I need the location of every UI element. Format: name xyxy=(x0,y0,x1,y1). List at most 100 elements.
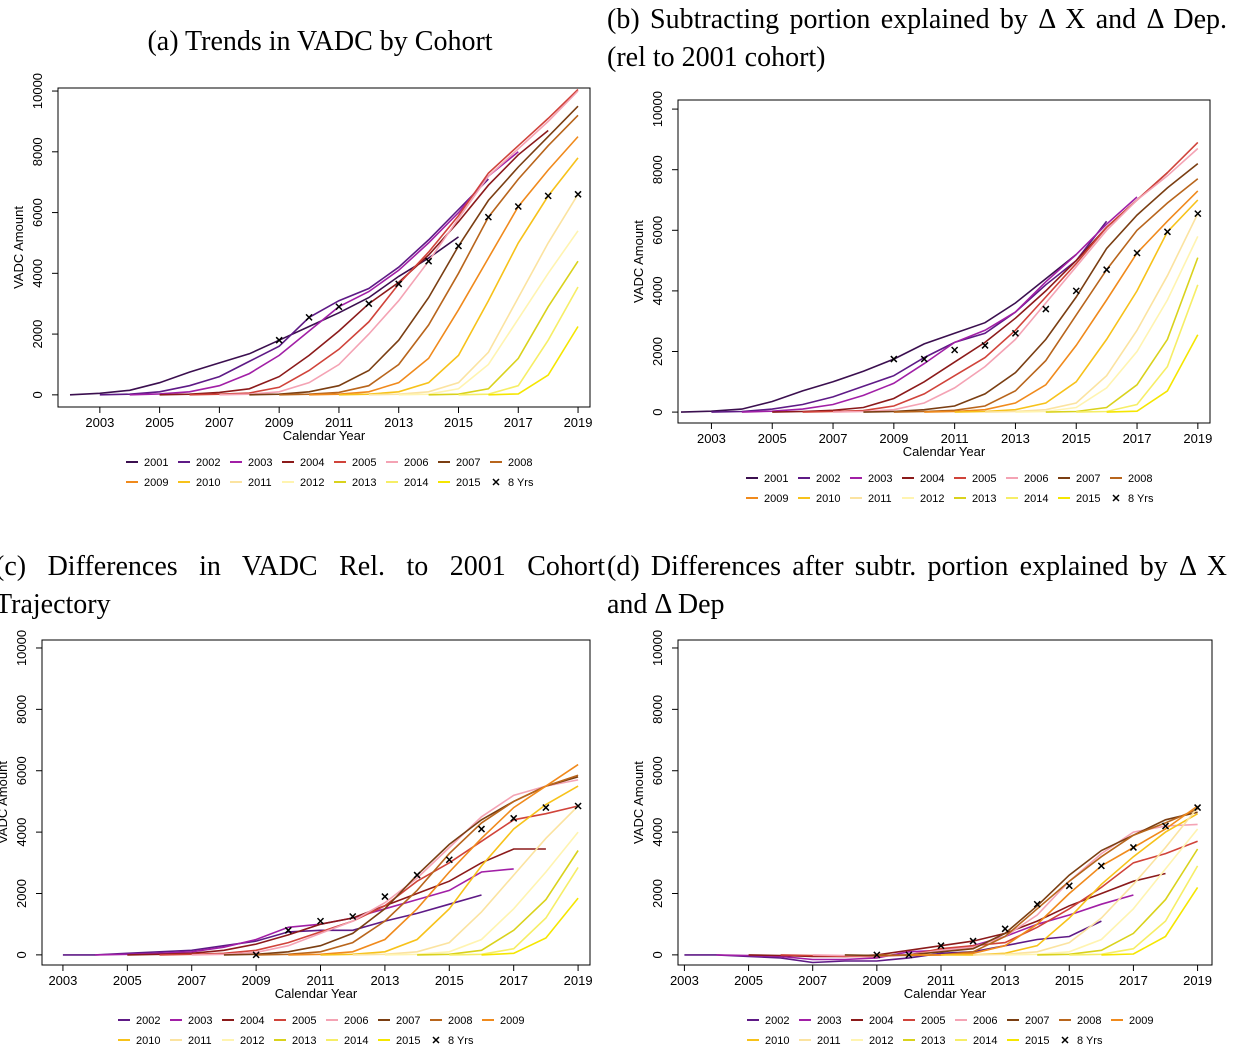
panel-title: (a) Trends in VADC by Cohort xyxy=(147,26,493,57)
series-line xyxy=(159,805,579,956)
marker xyxy=(477,825,486,833)
legend-label: 2010 xyxy=(816,493,840,505)
x-tick-label: 2009 xyxy=(265,415,294,430)
y-tick-label: 0 xyxy=(30,391,45,398)
legend-label: 2007 xyxy=(396,1015,420,1027)
series-line xyxy=(488,326,579,396)
series-line xyxy=(129,151,519,396)
marker xyxy=(981,341,989,349)
series-line xyxy=(338,157,579,396)
x-tick-label: 2011 xyxy=(325,415,353,430)
legend-label: 2004 xyxy=(920,473,944,485)
legend-label: 2011 xyxy=(188,1035,212,1047)
series-line xyxy=(1045,257,1199,413)
legend-symbol xyxy=(492,478,500,486)
series-line xyxy=(309,136,579,396)
legend-label: 2006 xyxy=(1024,473,1048,485)
marker xyxy=(349,912,357,921)
legend-label: 2003 xyxy=(188,1015,212,1027)
series-line xyxy=(1005,828,1199,956)
x-tick-label: 2003 xyxy=(85,415,114,430)
series-line xyxy=(189,88,579,396)
x-axis-label: Calendar Year xyxy=(283,428,366,443)
plot-frame xyxy=(57,87,591,408)
marker xyxy=(365,300,373,308)
series-line xyxy=(249,105,579,396)
series-line xyxy=(417,850,579,956)
series-line xyxy=(680,253,1077,413)
y-tick-label: 2000 xyxy=(14,879,29,908)
legend-label: 2003 xyxy=(817,1015,841,1027)
series-line xyxy=(876,808,1198,957)
legend-label: 2009 xyxy=(1129,1015,1153,1027)
marker xyxy=(1129,843,1137,851)
panel-title: (d) Differences after subtr. portion exp… xyxy=(607,551,1227,620)
series-line xyxy=(1106,334,1199,413)
y-tick-label: 4000 xyxy=(650,818,665,847)
marker xyxy=(574,190,582,198)
x-tick-label: 2009 xyxy=(879,431,908,446)
legend-label: 2009 xyxy=(500,1015,524,1027)
legend-label: 2011 xyxy=(868,493,892,505)
marker xyxy=(1161,822,1170,830)
marker xyxy=(305,313,313,321)
series-line xyxy=(256,774,579,956)
marker xyxy=(484,213,492,221)
y-axis-label: VADC Amount xyxy=(0,761,10,844)
marker xyxy=(1033,900,1041,908)
panel-title: (b) Subtracting portion explained by Δ X… xyxy=(607,4,1227,73)
series-line xyxy=(1037,848,1199,956)
marker xyxy=(1194,210,1202,218)
plot-frame xyxy=(677,639,1213,966)
x-tick-label: 2009 xyxy=(862,973,891,988)
y-axis-label: VADC Amount xyxy=(631,761,646,844)
x-tick-label: 2019 xyxy=(564,415,593,430)
legend-label: 2013 xyxy=(352,477,376,489)
y-tick-label: 6000 xyxy=(650,756,665,785)
y-tick-label: 8000 xyxy=(14,695,29,724)
legend-label: 2007 xyxy=(1025,1015,1049,1027)
series-line xyxy=(191,779,579,956)
legend-label: 2008 xyxy=(448,1015,472,1027)
legend-label: 2005 xyxy=(972,473,996,485)
series-line xyxy=(924,190,1199,413)
marker xyxy=(252,951,260,959)
series-line xyxy=(908,805,1199,956)
legend-label: 2015 xyxy=(1025,1035,1049,1047)
series-line xyxy=(954,199,1199,413)
legend-label: 2010 xyxy=(196,477,220,489)
marker xyxy=(1042,305,1050,313)
series-line xyxy=(320,785,579,956)
series-line xyxy=(223,776,579,956)
legend-label: 2012 xyxy=(240,1035,264,1047)
legend-symbol xyxy=(1112,494,1120,502)
y-tick-label: 10000 xyxy=(650,91,665,127)
series-line xyxy=(159,129,549,396)
series-line xyxy=(711,220,1108,413)
series-line xyxy=(352,805,579,956)
x-tick-label: 2011 xyxy=(941,431,969,446)
legend-label: 2014 xyxy=(404,477,428,489)
panel-title: (c) Differences in VADC Rel. to 2001 Coh… xyxy=(0,551,605,620)
marker xyxy=(284,926,292,934)
series-line xyxy=(1076,284,1199,413)
x-tick-label: 2019 xyxy=(1183,431,1212,446)
x-tick-label: 2009 xyxy=(242,973,271,988)
marker xyxy=(905,951,913,959)
legend-label: 2014 xyxy=(973,1035,997,1047)
series-line xyxy=(95,868,514,956)
marker xyxy=(381,893,389,901)
legend-label: 2011 xyxy=(248,477,272,489)
y-tick-label: 6000 xyxy=(650,216,665,245)
marker xyxy=(445,856,453,864)
legend-label: 2008 xyxy=(1077,1015,1101,1027)
marker xyxy=(335,303,343,311)
x-tick-label: 2019 xyxy=(564,973,593,988)
series-line xyxy=(973,807,1199,956)
series-line xyxy=(219,90,579,396)
marker xyxy=(920,355,928,363)
series-line xyxy=(449,866,579,956)
x-tick-label: 2017 xyxy=(1123,431,1152,446)
y-tick-label: 10000 xyxy=(650,630,665,666)
